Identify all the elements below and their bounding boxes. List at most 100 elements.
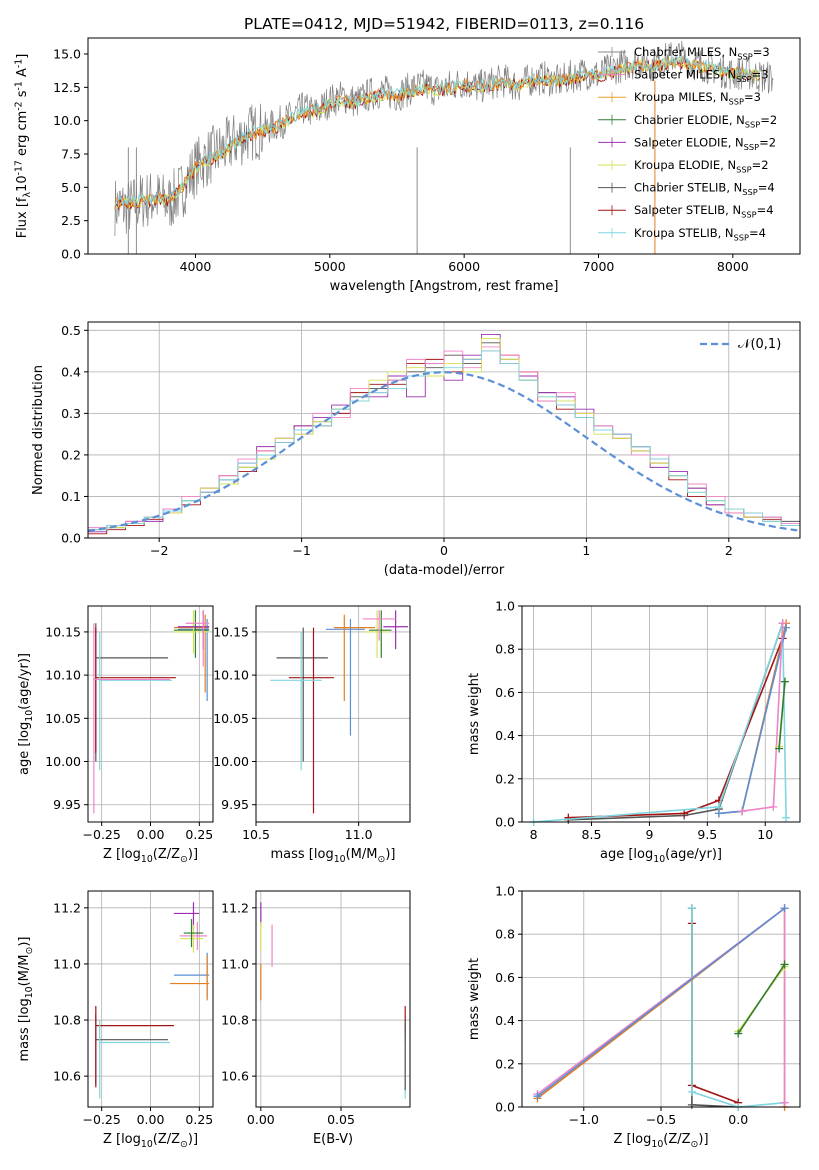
age_z-frame: [87, 605, 214, 823]
x-tick-label: 0: [440, 543, 448, 558]
text-span: 10: [653, 854, 665, 865]
text-span: 10: [334, 854, 346, 865]
chart-title: PLATE=0412, MJD=51942, FIBERID=0113, z=0…: [244, 15, 644, 33]
y-tick-label: 0.3: [61, 406, 81, 421]
mass-weight-marker: [782, 813, 791, 822]
x-tick-label: 2: [725, 543, 733, 558]
spec-axes: [84, 53, 734, 258]
text-span: 10: [24, 986, 35, 998]
x-tick-label: 9.5: [697, 827, 717, 842]
text-span: 10: [141, 1139, 153, 1150]
mass-weight-line: [536, 907, 786, 1097]
mass-weight-marker: [778, 619, 787, 628]
mass_ebv-frame: [255, 890, 411, 1108]
text-span: -17: [13, 160, 24, 175]
y-tick-label: 10.00: [213, 754, 249, 769]
text-span: A: [15, 68, 30, 81]
text-span: (M/M: [346, 847, 378, 862]
text-span: Flux [f: [15, 197, 30, 238]
text-span: 𝒩(0,1): [738, 337, 781, 352]
x-tick-label: 10.5: [242, 827, 270, 842]
x-tick-label: 1: [582, 543, 590, 558]
y-tick-label: 11.2: [221, 900, 249, 915]
histogram-frame: [87, 321, 801, 539]
text-span: SSP: [742, 187, 757, 197]
y-tick-label: 15.0: [53, 47, 81, 62]
y-tick-label: 0.5: [61, 323, 81, 338]
text-span: Salpeter STELIB, N: [634, 203, 741, 217]
mass-weight-marker: [780, 677, 789, 686]
y-tick-label: 10.6: [221, 1069, 249, 1084]
text-span: Z [log: [103, 847, 141, 862]
y-tick-label: 9.95: [221, 797, 249, 812]
legend-label: 𝒩(0,1): [738, 337, 781, 352]
y-tick-label: 0.4: [495, 728, 515, 743]
y-tick-label: 0.4: [61, 364, 81, 379]
text-span: (age/yr)]: [665, 847, 722, 862]
mass_z-axes: [84, 891, 213, 1111]
x-tick-label: 6000: [448, 259, 480, 274]
mass-weight-marker: [734, 1029, 743, 1038]
text-span: SSP: [741, 210, 756, 220]
y-tick-label: 0.0: [495, 815, 515, 830]
text-span: )]: [188, 1132, 198, 1147]
mass-weight-marker: [687, 904, 696, 913]
x-tick-label: 0.0: [728, 1112, 748, 1127]
y-tick-label: 10.05: [45, 711, 81, 726]
mass-weight-line: [691, 908, 739, 1107]
mass-weight-marker: [714, 809, 723, 818]
y-tick-label: 10.10: [45, 668, 81, 683]
mass-weight-marker: [687, 1087, 696, 1096]
text-span: Salpeter MILES, N: [634, 68, 736, 82]
mass-weight-line: [533, 623, 787, 822]
y-axis-label: Normed distribution: [31, 365, 46, 495]
text-span: )]: [188, 847, 198, 862]
x-tick-label: 0.25: [185, 1112, 213, 1127]
x-tick-label: 0.25: [185, 827, 213, 842]
legend-label: Chabrier STELIB, NSSP=4: [634, 181, 775, 197]
x-axis-label: Z [log10(Z/Z⊙)]: [103, 847, 198, 865]
text-span: )]: [385, 847, 395, 862]
y-axis-label: age [log10(age/yr)]: [17, 653, 35, 775]
y-tick-label: 0.8: [495, 927, 515, 942]
text-span: Z [log: [103, 1132, 141, 1147]
text-span: 10: [15, 175, 30, 192]
y-axis-label: mass weight: [467, 673, 482, 755]
text-span: Chabrier MILES, N: [634, 45, 737, 59]
x-tick-label: 9: [645, 827, 653, 842]
y-tick-label: 10.15: [213, 624, 249, 639]
y-tick-label: 0.6: [495, 685, 515, 700]
text-span: s: [15, 90, 30, 101]
text-span: -1: [13, 59, 24, 68]
text-span: =2: [752, 158, 769, 172]
y-axis-label: mass [log10(M/M⊙)]: [17, 937, 35, 1062]
mass-weight-marker: [782, 623, 791, 632]
y-tick-label: 0.0: [61, 531, 81, 546]
y-tick-label: 10.15: [45, 624, 81, 639]
x-axis-label: (data-model)/error: [384, 563, 505, 578]
y-tick-label: 11.0: [221, 956, 249, 971]
age_mass-axes: [252, 606, 410, 826]
y-tick-label: 0.2: [495, 771, 515, 786]
text-span: -1: [13, 81, 24, 90]
y-tick-label: 2.5: [61, 213, 81, 228]
mass-weight-line: [568, 638, 784, 819]
mass_ebv-axes: [252, 891, 410, 1111]
x-tick-label: 4000: [180, 259, 212, 274]
mw_z-frame: [521, 890, 801, 1108]
y-tick-label: 10.00: [45, 754, 81, 769]
mw_age-frame: [521, 605, 801, 823]
y-tick-label: 10.8: [53, 1013, 81, 1028]
normal-curve: [87, 371, 798, 532]
text-span: (M/M: [17, 955, 32, 987]
text-span: SSP: [729, 97, 744, 107]
text-span: 10: [141, 854, 153, 865]
text-span: mass [log: [271, 847, 334, 862]
y-tick-label: 11.2: [53, 900, 81, 915]
mass-weight-line: [778, 681, 786, 749]
x-tick-label: 8.5: [582, 827, 602, 842]
x-axis-label: wavelength [Angstrom, rest frame]: [330, 279, 559, 294]
legend-label: Salpeter STELIB, NSSP=4: [634, 203, 774, 219]
x-tick-label: 7000: [583, 259, 615, 274]
text-span: (age/yr)]: [17, 653, 32, 710]
